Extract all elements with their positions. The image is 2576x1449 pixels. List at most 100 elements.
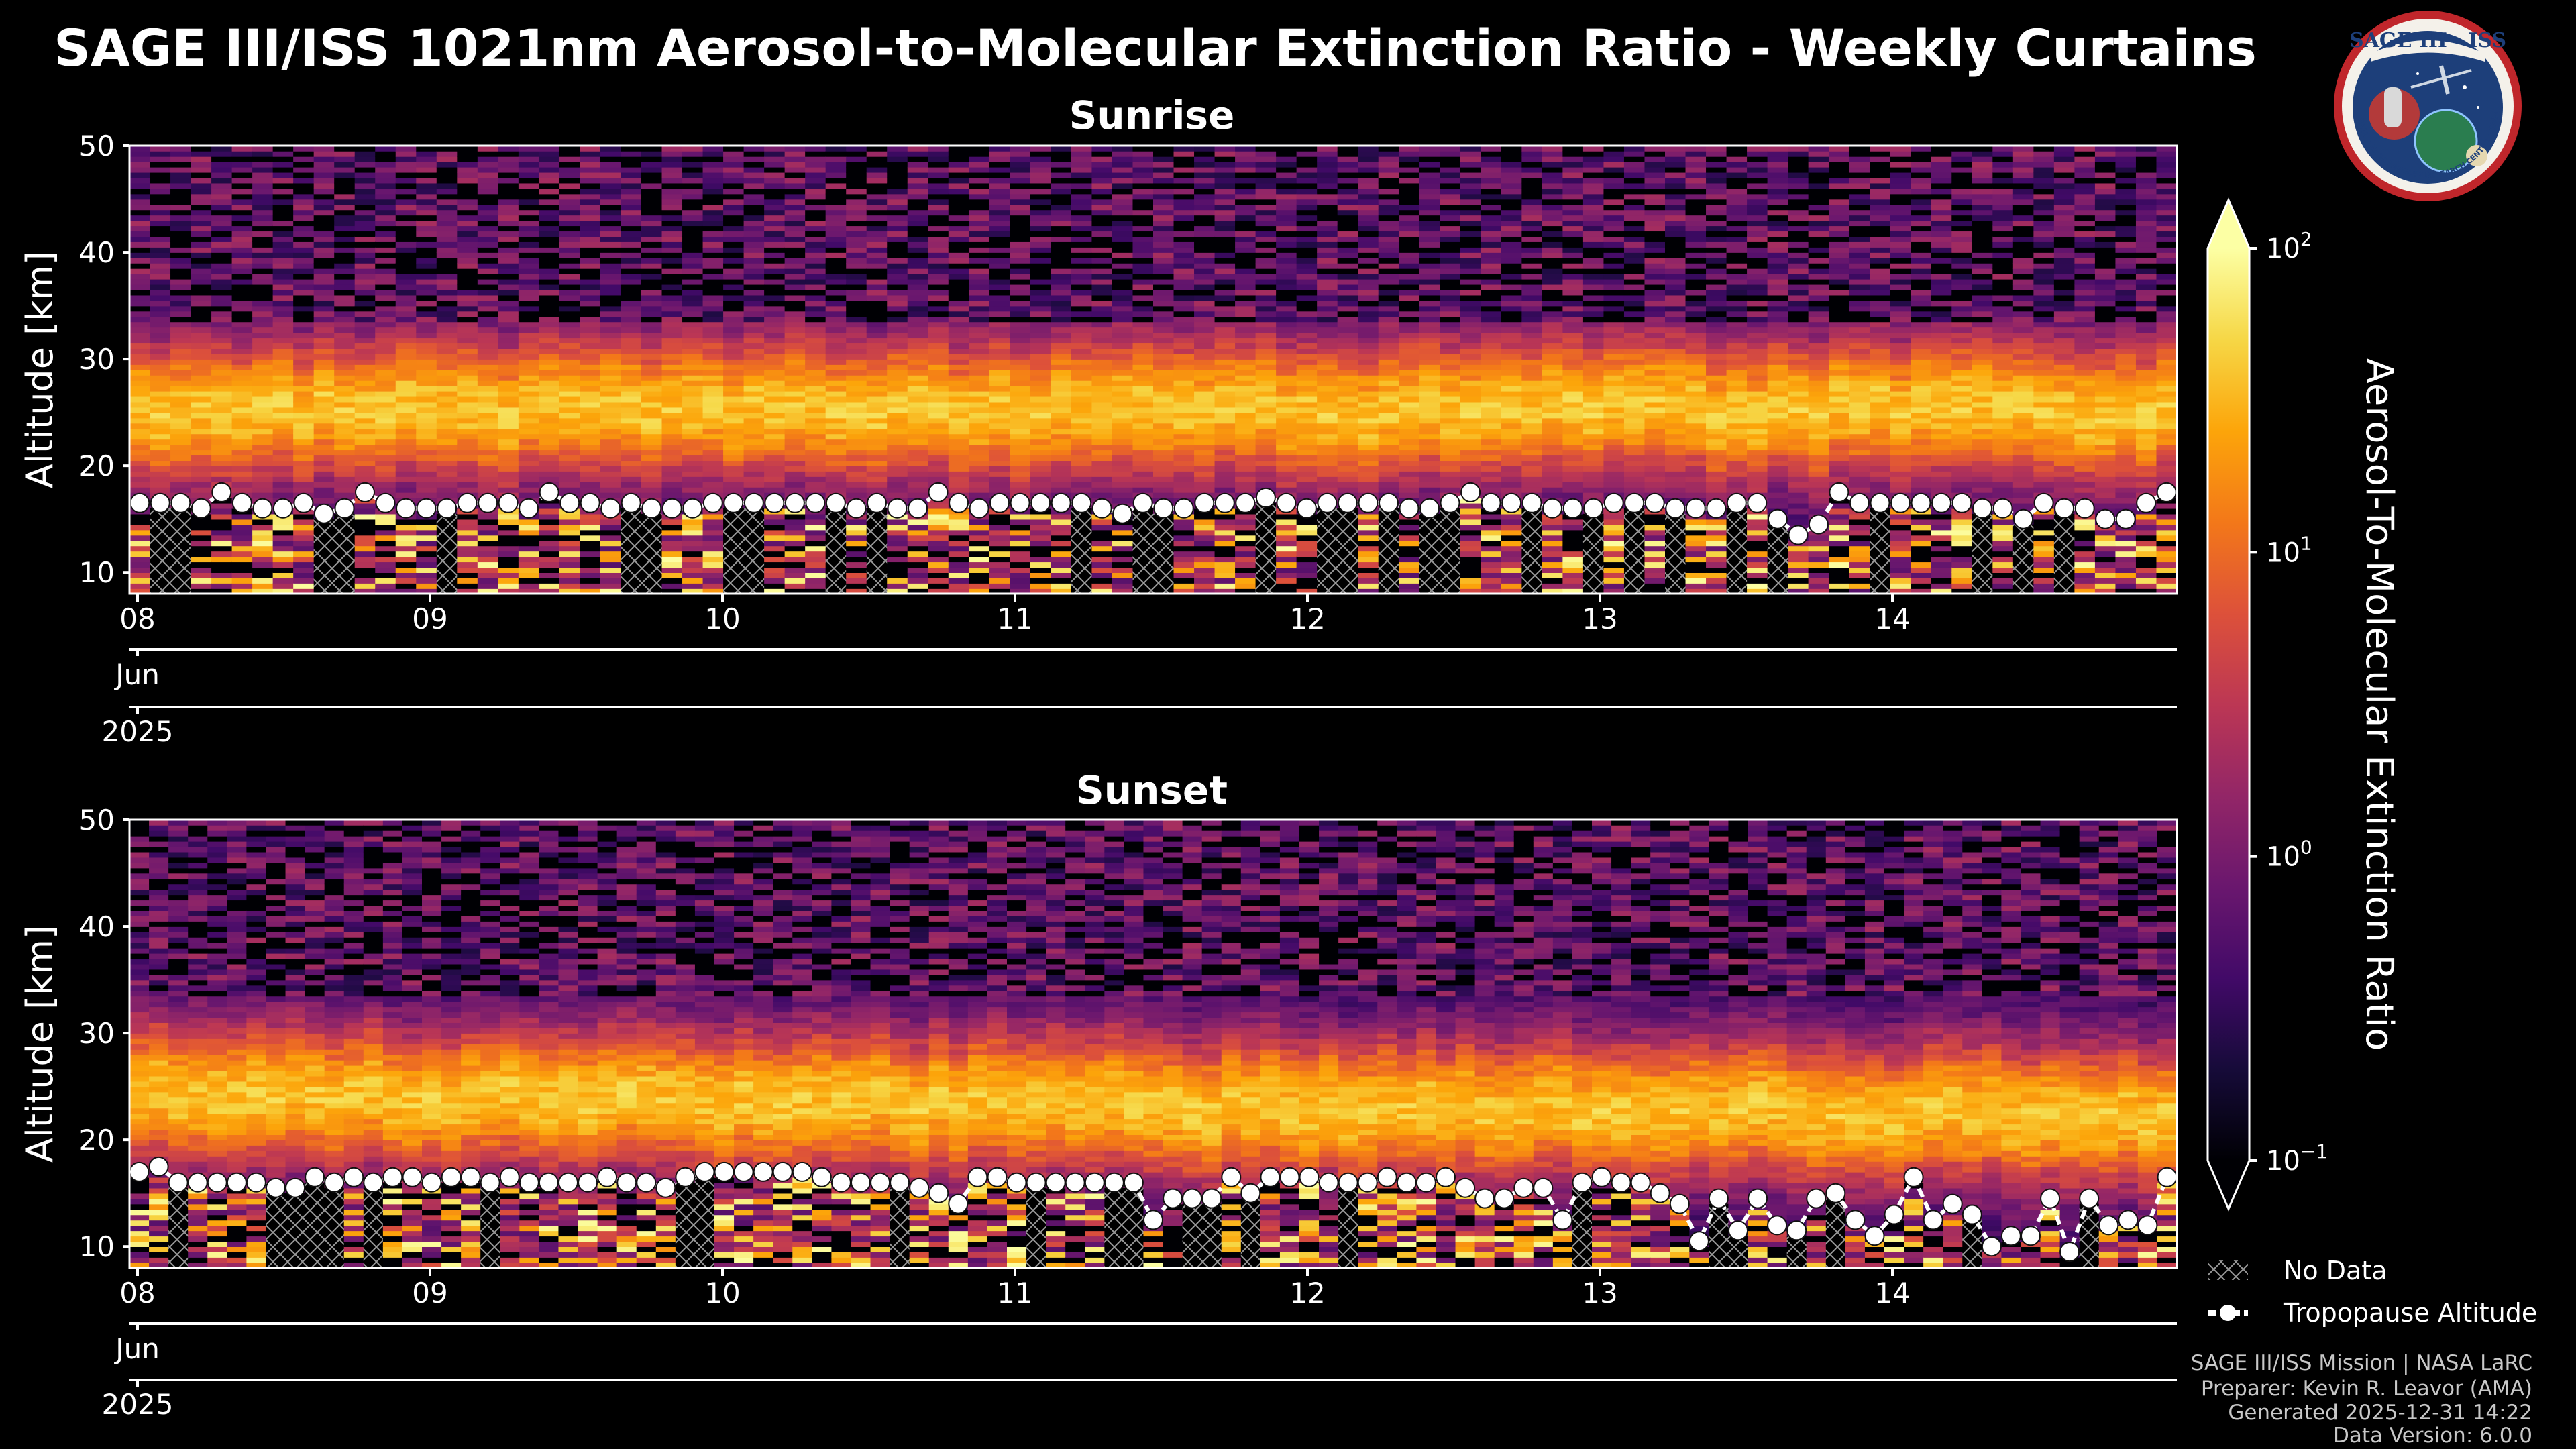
heatmap-cell bbox=[150, 188, 171, 195]
heatmap-cell bbox=[559, 444, 581, 451]
heatmap-cell bbox=[211, 305, 233, 312]
heatmap-cell bbox=[1214, 247, 1236, 253]
heatmap-cell bbox=[989, 231, 1011, 237]
heatmap-cell bbox=[948, 182, 970, 189]
heatmap-cell bbox=[1173, 486, 1195, 493]
heatmap-cell bbox=[129, 231, 151, 237]
heatmap-cell bbox=[1010, 466, 1031, 472]
heatmap-cell bbox=[969, 225, 990, 232]
heatmap-cell bbox=[907, 551, 929, 557]
heatmap-cell bbox=[784, 258, 806, 264]
heatmap-cell bbox=[1214, 161, 1236, 168]
heatmap-cell bbox=[559, 524, 581, 531]
heatmap-cell bbox=[1153, 150, 1175, 157]
heatmap-cell bbox=[293, 225, 315, 232]
heatmap-cell bbox=[539, 364, 560, 370]
heatmap-cell bbox=[1358, 278, 1379, 285]
heatmap-cell bbox=[457, 188, 478, 195]
heatmap-cell bbox=[1173, 359, 1195, 365]
heatmap-cell bbox=[231, 262, 253, 269]
heatmap-cell bbox=[539, 455, 560, 461]
heatmap-cell bbox=[1153, 423, 1175, 429]
heatmap-cell bbox=[969, 519, 990, 525]
heatmap-cell bbox=[1010, 486, 1031, 493]
heatmap-cell bbox=[805, 513, 826, 520]
heatmap-cell bbox=[948, 289, 970, 296]
heatmap-cell bbox=[231, 252, 253, 258]
heatmap-cell bbox=[989, 262, 1011, 269]
heatmap-cell bbox=[518, 252, 540, 258]
heatmap-cell bbox=[293, 354, 315, 360]
heatmap-cell bbox=[395, 572, 417, 578]
heatmap-cell bbox=[191, 412, 212, 419]
heatmap-cell bbox=[1153, 215, 1175, 221]
heatmap-cell bbox=[1235, 412, 1256, 419]
heatmap-cell bbox=[416, 294, 437, 301]
heatmap-cell bbox=[334, 258, 356, 264]
heatmap-cell bbox=[682, 492, 704, 498]
heatmap-cell bbox=[1214, 561, 1236, 568]
heatmap-cell bbox=[1358, 385, 1379, 392]
heatmap-cell bbox=[191, 177, 212, 184]
heatmap-cell bbox=[1337, 258, 1358, 264]
heatmap-cell bbox=[1358, 247, 1379, 253]
heatmap-cell bbox=[1051, 332, 1072, 339]
heatmap-cell bbox=[682, 321, 704, 328]
heatmap-cell bbox=[580, 471, 601, 477]
heatmap-cell bbox=[211, 215, 233, 221]
heatmap-cell bbox=[641, 193, 663, 200]
heatmap-cell bbox=[600, 556, 622, 563]
heatmap-cell bbox=[1030, 482, 1052, 488]
heatmap-cell bbox=[1194, 471, 1216, 477]
heatmap-cell bbox=[211, 529, 233, 536]
heatmap-cell bbox=[846, 359, 867, 365]
heatmap-cell bbox=[1276, 262, 1297, 269]
heatmap-cell bbox=[661, 380, 683, 386]
heatmap-cell bbox=[375, 305, 396, 312]
heatmap-cell bbox=[334, 444, 356, 451]
heatmap-cell bbox=[1091, 364, 1113, 370]
heatmap-cell bbox=[129, 455, 151, 461]
heatmap-cell bbox=[1030, 471, 1052, 477]
heatmap-cell bbox=[170, 262, 192, 269]
heatmap-cell bbox=[580, 359, 601, 365]
heatmap-cell bbox=[907, 311, 929, 317]
heatmap-cell bbox=[1214, 193, 1236, 200]
heatmap-cell bbox=[1235, 385, 1256, 392]
heatmap-cell bbox=[231, 482, 253, 488]
heatmap-cell bbox=[1214, 225, 1236, 232]
heatmap-cell bbox=[621, 262, 642, 269]
heatmap-cell bbox=[621, 204, 642, 211]
heatmap-cell bbox=[682, 572, 704, 578]
heatmap-cell bbox=[1153, 236, 1175, 242]
heatmap-cell bbox=[559, 231, 581, 237]
heatmap-cell bbox=[211, 460, 233, 466]
heatmap-cell bbox=[1030, 354, 1052, 360]
heatmap-cell bbox=[989, 150, 1011, 157]
heatmap-cell bbox=[1173, 182, 1195, 189]
heatmap-cell bbox=[334, 337, 356, 344]
heatmap-cell bbox=[436, 294, 458, 301]
heatmap-cell bbox=[518, 370, 540, 376]
heatmap-cell bbox=[1051, 241, 1072, 248]
heatmap-cell bbox=[723, 300, 745, 307]
heatmap-cell bbox=[1071, 294, 1093, 301]
heatmap-cell bbox=[702, 236, 724, 242]
heatmap-cell bbox=[293, 572, 315, 578]
heatmap-cell bbox=[436, 433, 458, 440]
heatmap-cell bbox=[1235, 444, 1256, 451]
heatmap-cell bbox=[723, 380, 745, 386]
heatmap-cell bbox=[1173, 294, 1195, 301]
heatmap-cell bbox=[252, 146, 274, 152]
heatmap-cell bbox=[231, 177, 253, 184]
heatmap-cell bbox=[457, 551, 478, 557]
heatmap-cell bbox=[846, 177, 867, 184]
heatmap-cell bbox=[1010, 172, 1031, 178]
heatmap-cell bbox=[621, 252, 642, 258]
heatmap-cell bbox=[661, 364, 683, 370]
heatmap-cell bbox=[477, 476, 499, 482]
heatmap-cell bbox=[436, 364, 458, 370]
heatmap-cell bbox=[1112, 337, 1134, 344]
heatmap-cell bbox=[580, 486, 601, 493]
heatmap-cell bbox=[702, 354, 724, 360]
